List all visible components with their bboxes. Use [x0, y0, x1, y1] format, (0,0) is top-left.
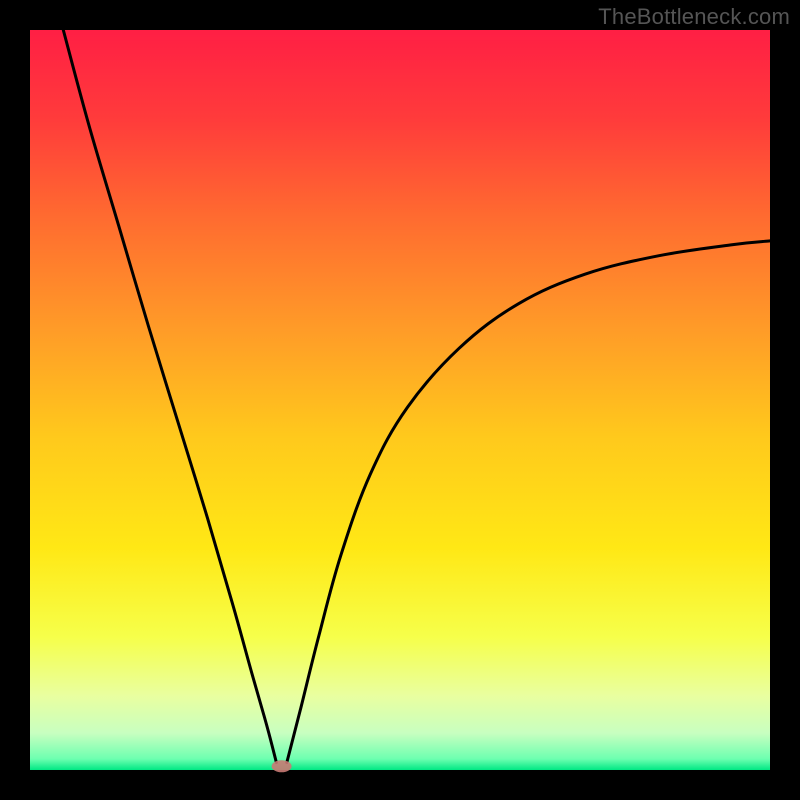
- minimum-marker: [272, 760, 292, 772]
- chart-svg: [0, 0, 800, 800]
- chart-frame: TheBottleneck.com: [0, 0, 800, 800]
- plot-background: [30, 30, 770, 770]
- watermark-text: TheBottleneck.com: [598, 4, 790, 30]
